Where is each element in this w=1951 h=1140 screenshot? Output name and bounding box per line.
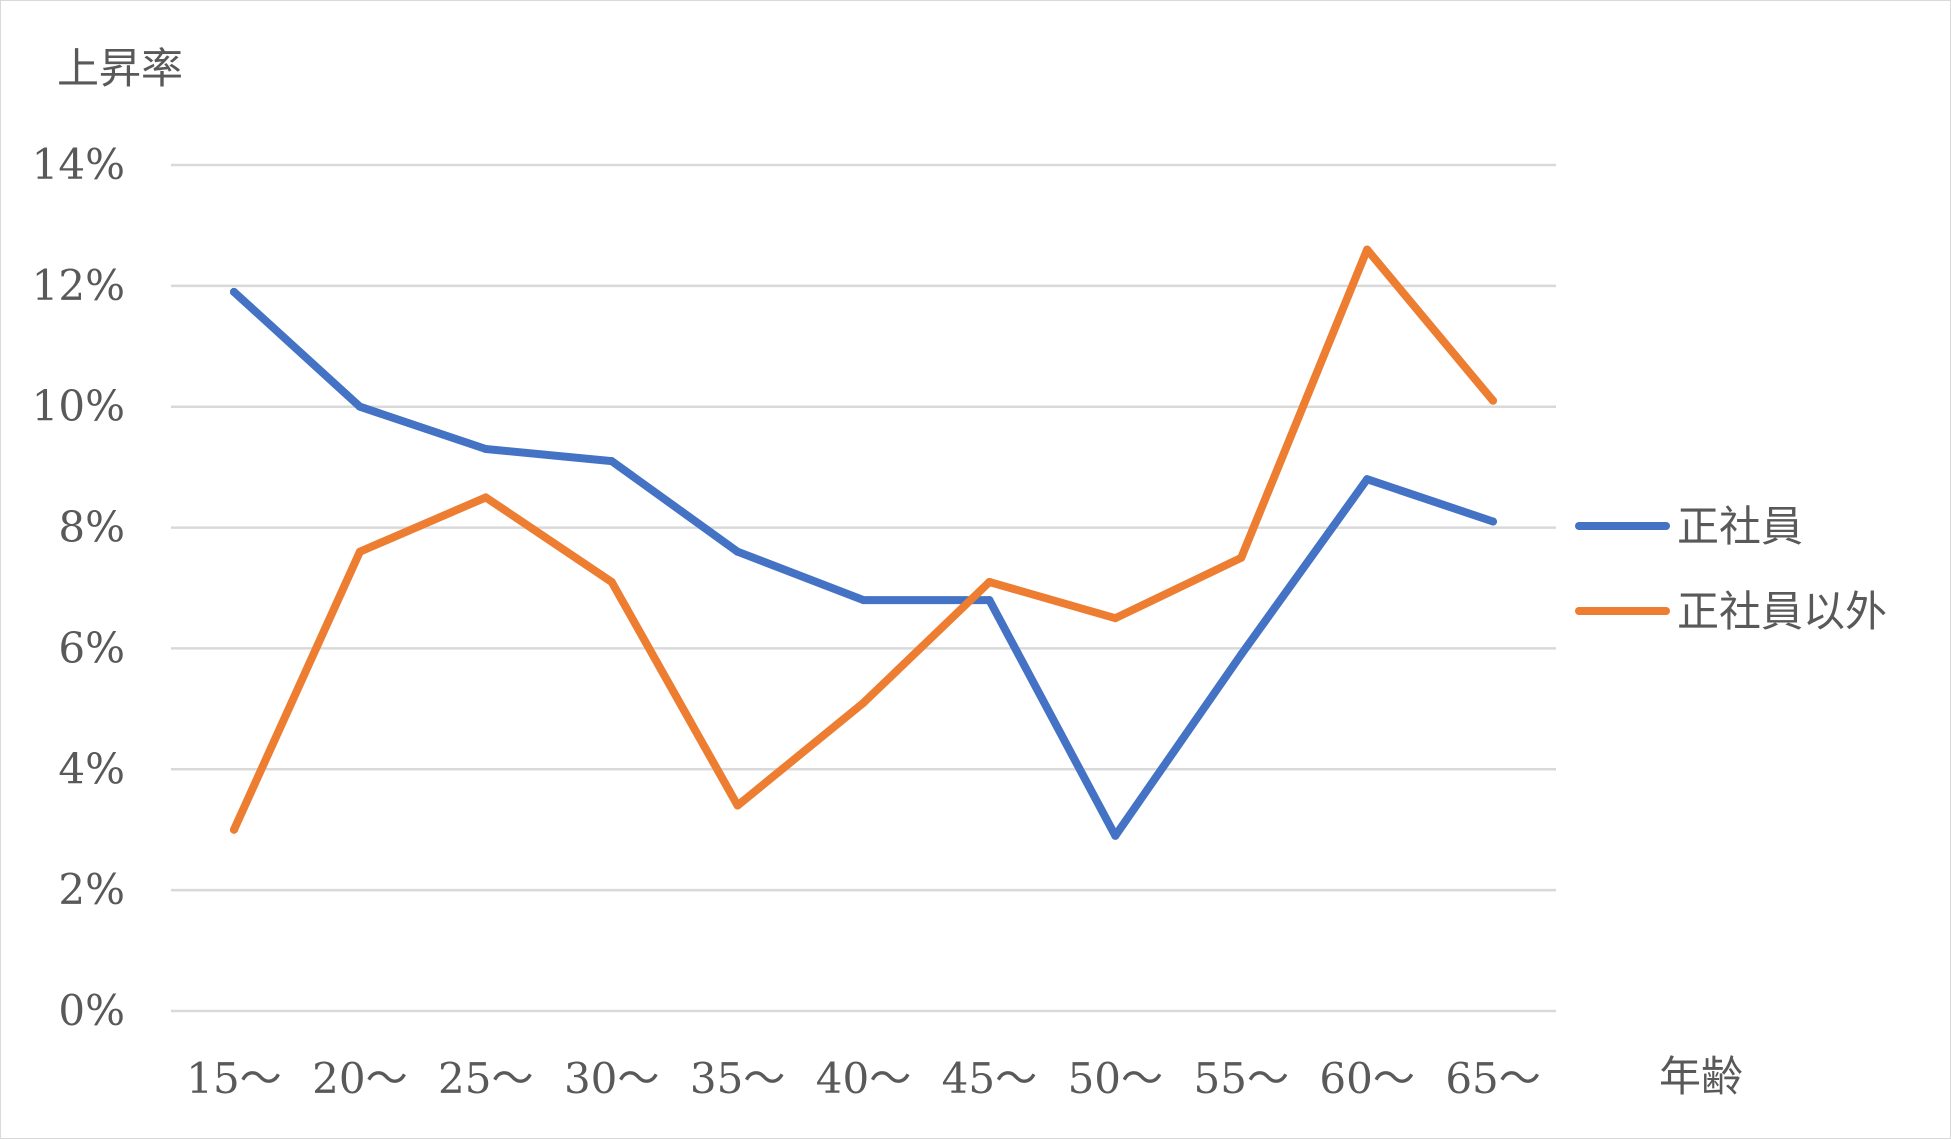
- data-point: [229, 825, 238, 834]
- y-tick-label: 12%: [32, 261, 125, 310]
- data-point: [481, 493, 490, 502]
- legend-label: 正社員: [1677, 502, 1803, 551]
- series-lines: [229, 245, 1498, 840]
- data-point: [229, 287, 238, 296]
- data-point: [1489, 396, 1498, 405]
- data-point: [607, 457, 616, 466]
- legend-label: 正社員以外: [1677, 587, 1887, 636]
- x-tick-label: 25～: [438, 1054, 533, 1103]
- x-tick-label: 40～: [816, 1054, 911, 1103]
- data-point: [733, 547, 742, 556]
- data-point: [1489, 517, 1498, 526]
- data-point: [1237, 650, 1246, 659]
- y-tick-label: 6%: [58, 623, 125, 672]
- x-tick-label: 30～: [564, 1054, 659, 1103]
- x-tick-label: 55～: [1194, 1054, 1289, 1103]
- data-point: [355, 547, 364, 556]
- x-tick-label: 50～: [1068, 1054, 1163, 1103]
- y-tick-label: 8%: [58, 503, 125, 552]
- data-point: [481, 445, 490, 454]
- data-point: [1363, 245, 1372, 254]
- x-tick-label: 35～: [690, 1054, 785, 1103]
- y-tick-label: 4%: [58, 744, 125, 793]
- x-axis-title: 年齢: [1659, 1052, 1743, 1101]
- x-tick-label: 45～: [942, 1054, 1037, 1103]
- data-point: [859, 596, 868, 605]
- y-tick-label: 14%: [32, 140, 125, 189]
- series-line-2: [230, 245, 1497, 834]
- data-point: [859, 698, 868, 707]
- y-axis-title: 上昇率: [57, 44, 183, 93]
- data-point: [1237, 553, 1246, 562]
- series-line-1: [230, 287, 1497, 840]
- data-point: [607, 577, 616, 586]
- x-tick-label: 65～: [1445, 1054, 1540, 1103]
- y-tick-label: 10%: [32, 382, 125, 431]
- x-axis-ticks: 15～ 20～ 25～ 30～ 35～ 40～ 45～ 50～ 55～ 60～ 65～: [186, 1054, 1541, 1103]
- x-tick-label: 20～: [312, 1054, 407, 1103]
- y-tick-label: 2%: [58, 865, 125, 914]
- data-point: [1111, 614, 1120, 623]
- gridlines: [171, 163, 1556, 1013]
- x-tick-label: 60～: [1319, 1054, 1414, 1103]
- data-point: [985, 577, 994, 586]
- data-point: [355, 402, 364, 411]
- y-tick-label: 0%: [58, 986, 125, 1035]
- y-axis-ticks: 0% 2% 4% 6% 8% 10% 12% 14%: [32, 140, 125, 1035]
- data-point: [985, 596, 994, 605]
- data-point: [733, 801, 742, 810]
- x-tick-label: 15～: [186, 1054, 281, 1103]
- data-point: [1111, 831, 1120, 840]
- data-point: [1363, 475, 1372, 484]
